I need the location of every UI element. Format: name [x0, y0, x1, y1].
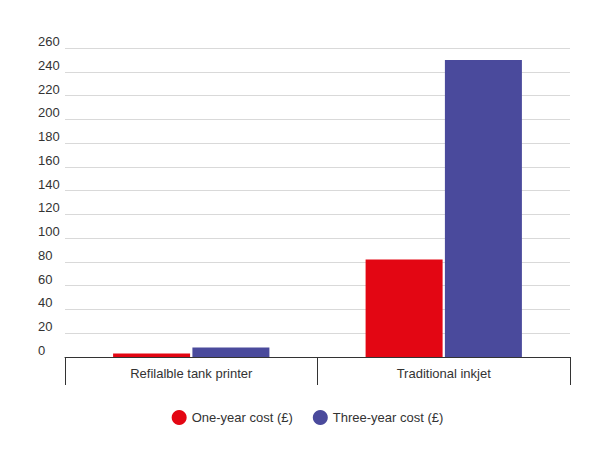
svg-text:One-year cost (£): One-year cost (£)	[192, 410, 293, 425]
svg-text:100: 100	[38, 224, 60, 239]
svg-text:120: 120	[38, 200, 60, 215]
svg-text:140: 140	[38, 177, 60, 192]
svg-text:220: 220	[38, 82, 60, 97]
svg-text:160: 160	[38, 153, 60, 168]
svg-text:Traditional inkjet: Traditional inkjet	[397, 366, 492, 381]
svg-text:180: 180	[38, 129, 60, 144]
svg-text:260: 260	[38, 34, 60, 49]
svg-text:Refilalble tank printer: Refilalble tank printer	[130, 366, 253, 381]
svg-text:200: 200	[38, 105, 60, 120]
svg-text:20: 20	[38, 319, 52, 334]
svg-text:40: 40	[38, 295, 52, 310]
svg-text:0: 0	[38, 343, 45, 358]
svg-text:240: 240	[38, 58, 60, 73]
svg-text:Three-year cost (£): Three-year cost (£)	[333, 410, 444, 425]
svg-text:60: 60	[38, 272, 52, 287]
svg-text:80: 80	[38, 248, 52, 263]
